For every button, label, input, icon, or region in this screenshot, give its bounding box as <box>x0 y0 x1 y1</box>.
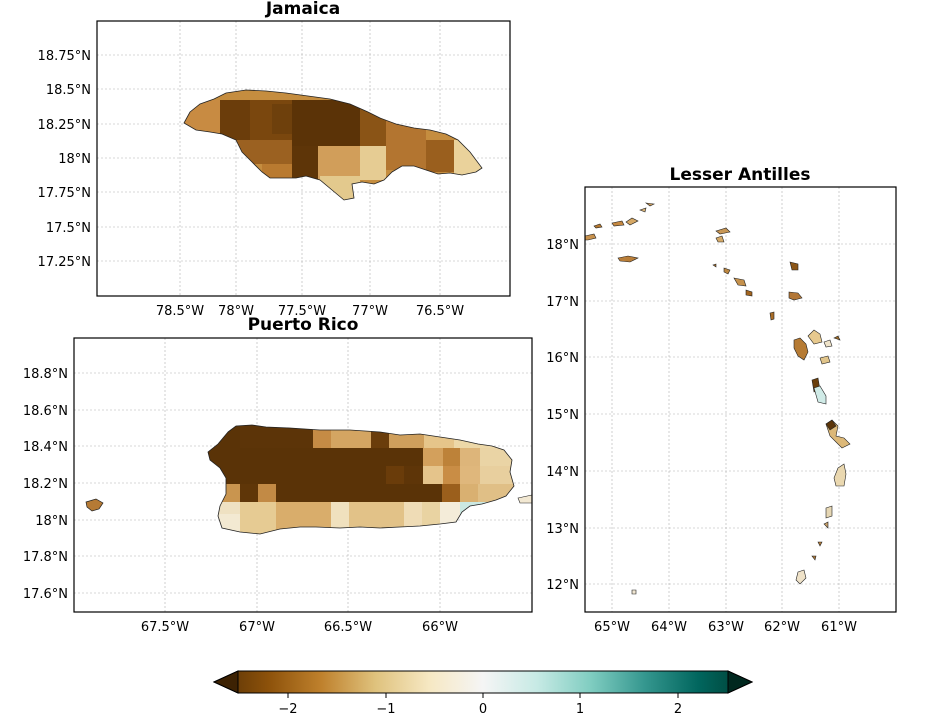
gridlines-lesser-antilles <box>585 187 896 612</box>
lon-label: 78°W <box>218 304 254 319</box>
colorbar-tick-label: 1 <box>576 702 584 717</box>
island-marie-galante <box>819 355 831 365</box>
island-grande-terre <box>807 329 823 345</box>
lat-label: 14°N <box>546 465 579 480</box>
lon-label: 78.5°W <box>156 304 204 319</box>
island-montserrat <box>745 289 753 297</box>
lon-label: 66°W <box>422 620 458 635</box>
colorbar-extend-max <box>727 670 754 694</box>
lat-label: 12°N <box>546 578 579 593</box>
island-los-roques <box>631 589 637 595</box>
island-virgin-islands-b <box>611 220 625 227</box>
lon-label: 77°W <box>352 304 388 319</box>
lon-label: 63°W <box>708 620 744 635</box>
island-barbuda <box>788 291 803 301</box>
lon-labels-puerto-rico: 67.5°W 67°W 66.5°W 66°W <box>141 620 458 635</box>
lat-label: 15°N <box>546 408 579 423</box>
island-virgin-islands-a <box>593 223 603 229</box>
island-nevis <box>733 277 747 287</box>
colorbar-extend-min <box>212 670 239 694</box>
colorbar-tick-label: −1 <box>376 702 395 717</box>
lon-label: 62°W <box>764 620 800 635</box>
colorbar-ticks <box>287 693 679 698</box>
island-st-vincent <box>825 505 833 519</box>
island-la-desirade <box>823 339 833 348</box>
colorbar: −2 −1 0 1 2 <box>212 670 754 717</box>
island-anguilla <box>715 227 731 235</box>
lon-label: 67.5°W <box>141 620 189 635</box>
island-grenada <box>795 569 807 585</box>
lat-label: 18.25°N <box>38 118 91 133</box>
lon-labels-jamaica: 78.5°W 78°W 77.5°W 77°W 76.5°W <box>156 304 464 319</box>
panel-jamaica: Jamaica <box>38 0 511 319</box>
island-st-croix <box>617 255 639 263</box>
lat-label: 18.4°N <box>23 440 68 455</box>
coastline-puerto-rico <box>207 424 515 535</box>
island-antigua <box>789 261 799 271</box>
colorbar-tick-label: 0 <box>479 702 487 717</box>
colorbar-tick-label: 2 <box>674 702 682 717</box>
panel-title-jamaica: Jamaica <box>265 0 340 19</box>
lat-label: 18°N <box>58 152 91 167</box>
island-grenadines-a <box>823 521 829 529</box>
island-grenadines-c <box>811 555 817 561</box>
panel-puerto-rico: Puerto Rico <box>23 315 533 635</box>
frame-lesser-antilles <box>584 186 897 613</box>
lat-label: 17.25°N <box>38 255 91 270</box>
lat-label: 18.5°N <box>46 83 91 98</box>
colorbar-bar <box>212 670 754 694</box>
frame-jamaica <box>96 20 511 297</box>
island-st-kitts <box>723 267 731 275</box>
lat-label: 18.8°N <box>23 367 68 382</box>
frame-puerto-rico <box>73 337 533 613</box>
lon-label: 67°W <box>239 620 275 635</box>
islands-lesser-antilles <box>584 202 851 595</box>
island-saba <box>712 263 717 268</box>
panel-title-puerto-rico: Puerto Rico <box>248 315 359 335</box>
island-virgin-islands-c <box>625 217 639 226</box>
panel-title-lesser-antilles: Lesser Antilles <box>670 165 811 185</box>
lat-label: 17.6°N <box>23 587 68 602</box>
lat-label: 18°N <box>546 238 579 253</box>
island-martinique-north <box>825 419 837 431</box>
island-dominica <box>813 385 827 405</box>
lat-label: 18.75°N <box>38 49 91 64</box>
lon-label: 65°W <box>594 620 630 635</box>
lat-label: 16°N <box>546 351 579 366</box>
island-grenadines-b <box>817 541 823 547</box>
coastline-jamaica <box>183 89 483 201</box>
lat-label: 13°N <box>546 522 579 537</box>
lon-label: 64°W <box>651 620 687 635</box>
colorbar-tick-labels: −2 −1 0 1 2 <box>278 702 682 717</box>
island-guadeloupe <box>793 337 809 361</box>
lat-label: 17.8°N <box>23 550 68 565</box>
lat-label: 18°N <box>35 514 68 529</box>
island-petite-terre <box>833 335 841 341</box>
colorbar-tick-label: −2 <box>278 702 297 717</box>
island-st-lucia <box>833 463 847 487</box>
lon-label: 66.5°W <box>324 620 372 635</box>
lat-labels-puerto-rico: 18.8°N 18.6°N 18.4°N 18.2°N 18°N 17.8°N … <box>23 367 68 602</box>
map-area-lesser-antilles[interactable] <box>585 187 896 612</box>
lat-label: 18.6°N <box>23 404 68 419</box>
island-virgin-islands-e <box>644 202 656 207</box>
lon-labels-lesser-antilles: 65°W 64°W 63°W 62°W 61°W <box>594 620 857 635</box>
island-mona <box>85 498 104 512</box>
island-virgin-islands-d <box>639 207 647 213</box>
lon-label: 77.5°W <box>278 304 326 319</box>
panel-lesser-antilles: Lesser Antilles <box>546 165 897 635</box>
lat-labels-lesser-antilles: 18°N 17°N 16°N 15°N 14°N 13°N 12°N <box>546 238 579 593</box>
lat-label: 17°N <box>546 295 579 310</box>
island-st-martin <box>715 235 725 243</box>
lat-label: 17.75°N <box>38 186 91 201</box>
lon-label: 76.5°W <box>416 304 464 319</box>
lat-labels-jamaica: 18.75°N 18.5°N 18.25°N 18°N 17.75°N 17.5… <box>38 49 91 270</box>
lon-label: 61°W <box>821 620 857 635</box>
lat-label: 17.5°N <box>46 221 91 236</box>
island-redonda <box>769 311 775 321</box>
lat-label: 18.2°N <box>23 477 68 492</box>
